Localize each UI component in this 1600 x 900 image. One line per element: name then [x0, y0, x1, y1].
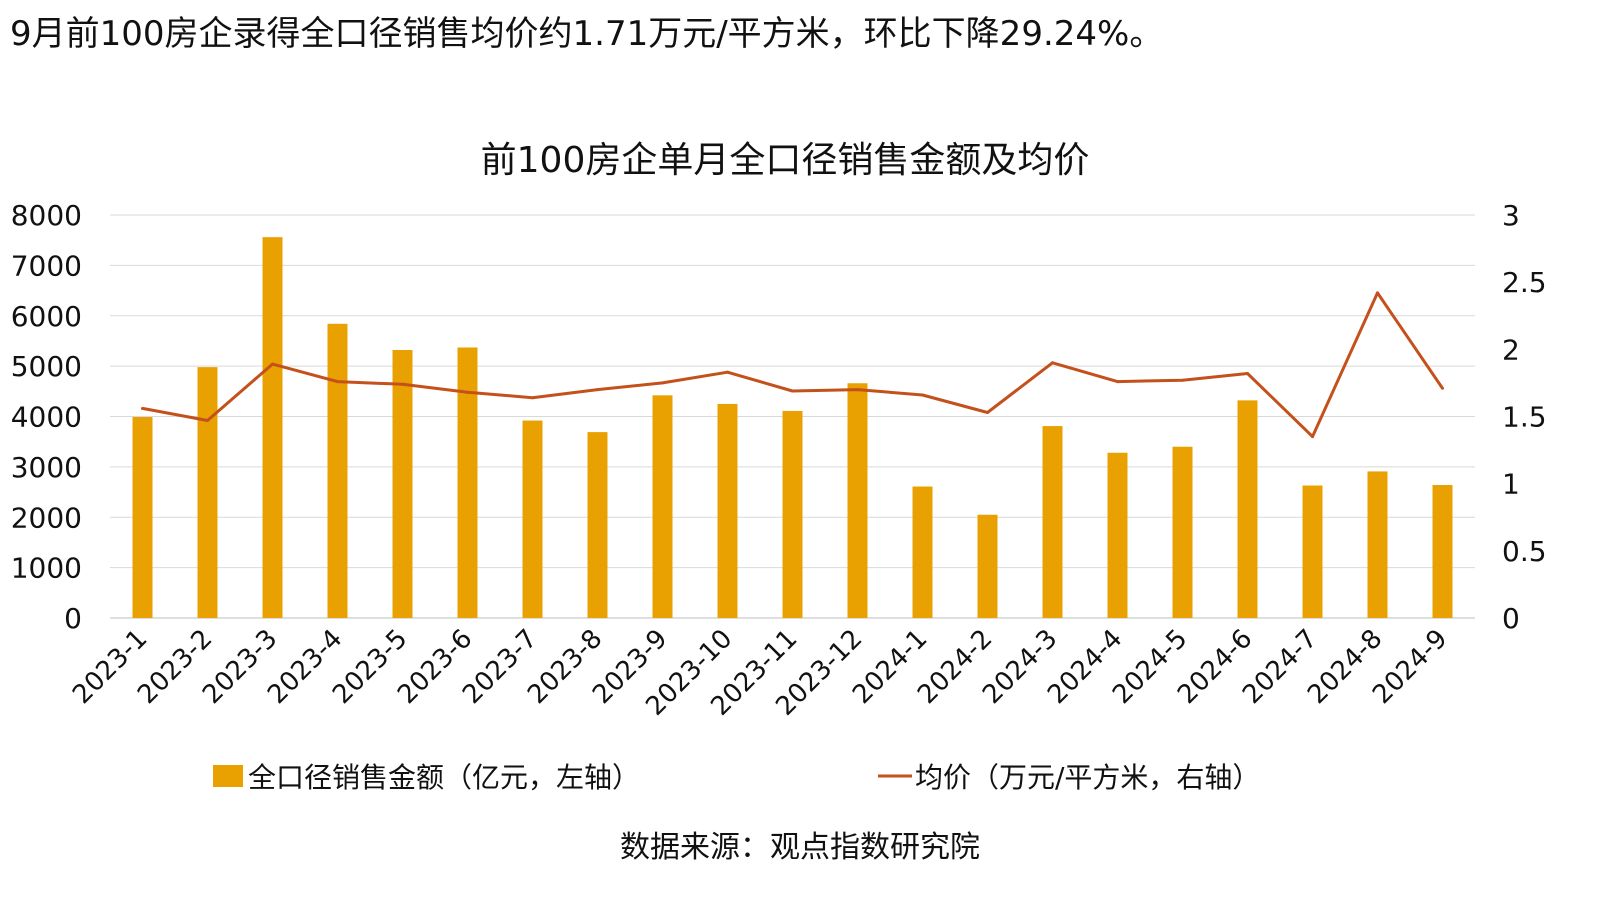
- left-axis-ticks: 0 1000 2000 3000 4000 5000 6000 7000 8000: [11, 199, 82, 635]
- bar: [1107, 452, 1128, 618]
- chart-title: 前100房企单月全口径销售金额及均价: [481, 140, 1090, 181]
- line-point: [1051, 361, 1054, 365]
- bar: [652, 395, 673, 618]
- bar: [1172, 446, 1193, 618]
- left-tick-label: 8000: [11, 199, 82, 232]
- bar: [1302, 485, 1323, 618]
- right-tick-label: 2: [1502, 333, 1520, 366]
- bar-series: [132, 237, 1453, 619]
- bar: [327, 323, 348, 618]
- bar: [912, 486, 933, 618]
- line-series: [141, 291, 1444, 439]
- right-tick-label: 3: [1502, 199, 1520, 232]
- line-point: [1441, 386, 1444, 390]
- left-tick-label: 5000: [11, 350, 82, 383]
- line-point: [856, 388, 859, 392]
- bar: [1237, 400, 1258, 618]
- line-point: [1311, 435, 1314, 439]
- line-point: [1376, 291, 1379, 295]
- bar: [1367, 471, 1388, 618]
- left-tick-label: 7000: [11, 249, 82, 282]
- right-axis-ticks: 0 0.5 1 1.5 2 2.5 3: [1502, 199, 1547, 635]
- line-point: [791, 389, 794, 393]
- bar: [197, 367, 218, 618]
- legend-bar-label: 全口径销售金额（亿元，左轴）: [248, 761, 640, 794]
- line-point: [661, 381, 664, 385]
- line-point: [726, 370, 729, 374]
- legend-line-label: 均价（万元/平方米，右轴）: [915, 761, 1260, 794]
- left-tick-label: 4000: [11, 401, 82, 434]
- left-tick-label: 1000: [11, 552, 82, 585]
- bar: [132, 417, 153, 618]
- line-point: [271, 362, 274, 366]
- bar: [587, 432, 608, 618]
- line-point: [1116, 380, 1119, 384]
- headline: 9月前100房企录得全口径销售均价约1.71万元/平方米，环比下降29.24%。: [10, 14, 1164, 54]
- source-note: 数据来源：观点指数研究院: [620, 830, 980, 865]
- line-point: [986, 410, 989, 414]
- bar: [262, 237, 283, 619]
- bar: [522, 420, 543, 618]
- left-tick-label: 0: [64, 602, 82, 635]
- line-point: [401, 382, 404, 386]
- right-tick-label: 2.5: [1502, 266, 1547, 299]
- left-tick-label: 3000: [11, 451, 82, 484]
- bar: [1432, 485, 1453, 618]
- bar: [847, 383, 868, 618]
- left-tick-label: 6000: [11, 300, 82, 333]
- line-point: [921, 393, 924, 397]
- legend-bar-swatch: [213, 765, 243, 787]
- bar: [1042, 426, 1063, 618]
- line-point: [1181, 378, 1184, 382]
- bar: [717, 403, 738, 618]
- bar: [392, 350, 413, 618]
- line-point: [336, 380, 339, 384]
- line-point: [466, 390, 469, 394]
- x-axis-ticks: 2023-12023-22023-32023-42023-52023-62023…: [67, 624, 1453, 722]
- line-point: [206, 419, 209, 423]
- right-tick-label: 1: [1502, 468, 1520, 501]
- bar: [977, 514, 998, 618]
- bar: [457, 347, 478, 618]
- right-tick-label: 0: [1502, 602, 1520, 635]
- right-tick-label: 1.5: [1502, 401, 1547, 434]
- right-tick-label: 0.5: [1502, 535, 1547, 568]
- line-point: [596, 388, 599, 392]
- left-tick-label: 2000: [11, 501, 82, 534]
- line-point: [1246, 372, 1249, 376]
- line-point: [531, 396, 534, 400]
- line-point: [141, 406, 144, 410]
- bar: [782, 410, 803, 618]
- legend: 全口径销售金额（亿元，左轴） 均价（万元/平方米，右轴）: [213, 761, 1260, 794]
